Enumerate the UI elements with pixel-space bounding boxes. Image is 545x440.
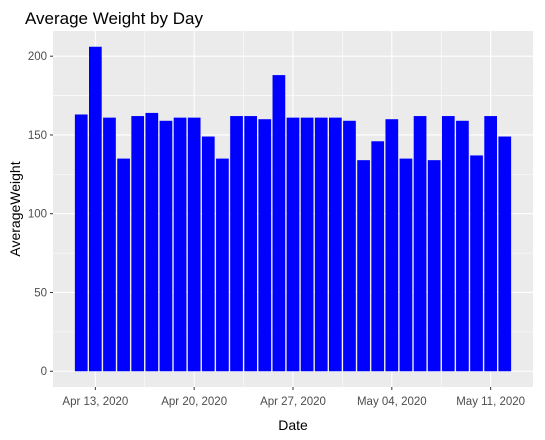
y-tick-label: 50 [34,287,47,299]
bar [159,120,173,372]
bar [117,158,130,372]
bar [399,158,413,372]
bar [187,117,201,372]
bar [371,141,385,372]
y-tick-label: 200 [28,51,47,63]
bar [314,117,328,372]
x-axis-title: Date [278,417,308,433]
x-tick-label: May 04, 2020 [357,396,427,408]
bar [173,117,187,372]
x-tick-label: May 11, 2020 [456,396,525,408]
bar [201,136,215,372]
bar [244,116,257,372]
y-tick-label: 150 [28,130,47,142]
bars [74,46,512,372]
bar [470,155,483,372]
bar [216,158,229,372]
bar [131,116,145,372]
bar [427,160,441,372]
x-axis: Apr 13, 2020 Apr 20, 2020 Apr 27, 2020 May … [62,387,525,408]
bar [74,114,88,372]
bar [258,119,272,372]
bar [413,116,427,372]
bar [498,136,512,372]
bar [230,116,243,372]
bar [441,116,455,372]
y-tick-label: 100 [28,209,47,221]
bar [89,46,102,372]
x-tick-label: Apr 27, 2020 [260,396,326,408]
y-axis-title: AverageWeight [7,161,23,256]
bar [385,119,399,372]
bar [286,117,300,372]
x-tick-label: Apr 13, 2020 [62,396,128,408]
bar [300,117,314,372]
bar [103,117,116,372]
chart-title: Average Weight by Day [25,9,203,28]
x-tick-label: Apr 20, 2020 [161,396,227,408]
bar [357,160,370,372]
bar [145,112,159,372]
y-tick-label: 0 [41,366,47,378]
bar [329,117,342,372]
bar [484,116,497,372]
y-axis: 0 50 100 150 200 [28,51,53,378]
bar [272,75,286,372]
bar [456,120,469,372]
bar [343,120,356,372]
